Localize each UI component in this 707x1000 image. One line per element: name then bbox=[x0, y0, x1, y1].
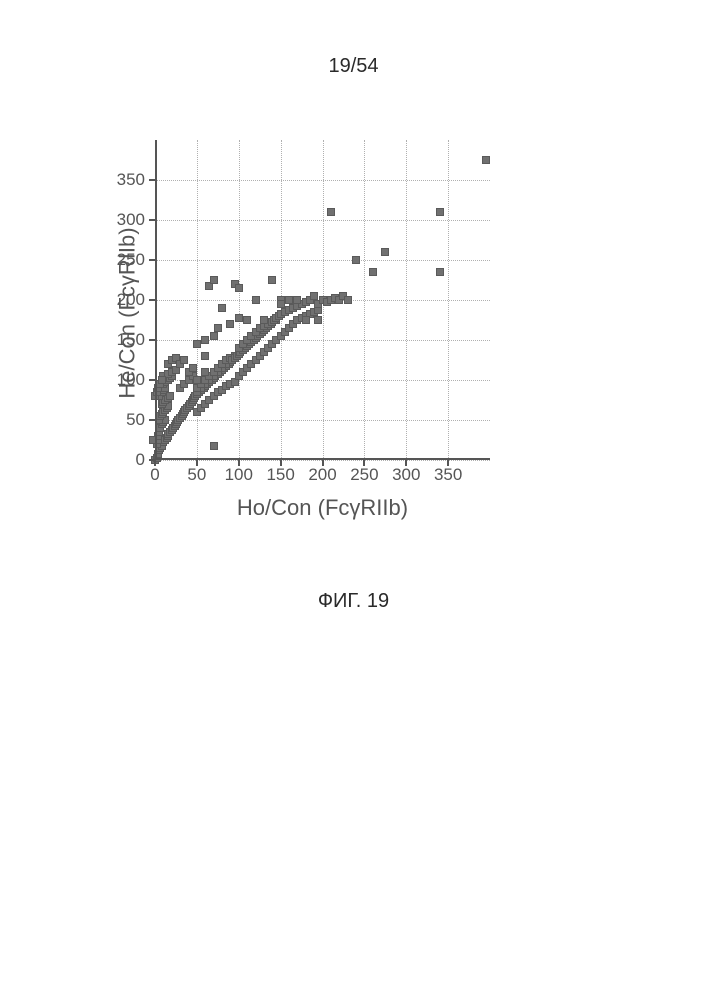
x-tick-label: 50 bbox=[187, 465, 206, 485]
scatter-point bbox=[226, 320, 234, 328]
plot-area bbox=[155, 140, 490, 460]
scatter-point bbox=[369, 268, 377, 276]
scatter-point bbox=[193, 376, 201, 384]
scatter-point bbox=[218, 304, 226, 312]
scatter-point bbox=[158, 376, 166, 384]
scatter-point bbox=[252, 296, 260, 304]
y-tick-label: 150 bbox=[105, 330, 145, 350]
y-tick-label: 100 bbox=[105, 370, 145, 390]
scatter-point bbox=[482, 156, 490, 164]
scatter-point bbox=[201, 368, 209, 376]
x-axis-label: Ho/Con (FcγRIIb) bbox=[155, 495, 490, 521]
y-tick-label: 350 bbox=[105, 170, 145, 190]
page-header: 19/54 bbox=[0, 55, 707, 78]
y-tick-label: 50 bbox=[105, 410, 145, 430]
scatter-point bbox=[277, 300, 285, 308]
scatter-point bbox=[344, 296, 352, 304]
scatter-point bbox=[293, 296, 301, 304]
y-axis-line bbox=[155, 140, 157, 460]
scatter-point bbox=[210, 332, 218, 340]
x-tick-label: 300 bbox=[392, 465, 420, 485]
x-tick-label: 200 bbox=[308, 465, 336, 485]
scatter-point bbox=[314, 316, 322, 324]
scatter-point bbox=[260, 316, 268, 324]
scatter-point bbox=[193, 340, 201, 348]
scatter-point bbox=[214, 324, 222, 332]
scatter-point bbox=[210, 442, 218, 450]
scatter-point bbox=[180, 356, 188, 364]
y-tick-label: 0 bbox=[105, 450, 145, 470]
scatter-point bbox=[285, 296, 293, 304]
scatter-chart: He/Con (FcγRIIb) 050100150200250300350 0… bbox=[60, 120, 500, 520]
scatter-point bbox=[436, 268, 444, 276]
scatter-point bbox=[268, 276, 276, 284]
scatter-point bbox=[201, 352, 209, 360]
y-tick-label: 250 bbox=[105, 250, 145, 270]
scatter-point bbox=[436, 208, 444, 216]
x-tick-label: 100 bbox=[225, 465, 253, 485]
y-tick-label: 200 bbox=[105, 290, 145, 310]
scatter-point bbox=[243, 316, 251, 324]
scatter-point bbox=[352, 256, 360, 264]
scatter-point bbox=[189, 364, 197, 372]
scatter-point bbox=[302, 316, 310, 324]
scatter-point bbox=[210, 276, 218, 284]
scatter-point bbox=[327, 208, 335, 216]
scatter-point bbox=[381, 248, 389, 256]
y-tick-label: 300 bbox=[105, 210, 145, 230]
figure-caption: ФИГ. 19 bbox=[0, 590, 707, 613]
x-tick-label: 350 bbox=[434, 465, 462, 485]
scatter-point bbox=[235, 284, 243, 292]
x-tick-label: 150 bbox=[266, 465, 294, 485]
scatter-point bbox=[201, 336, 209, 344]
x-tick-label: 250 bbox=[350, 465, 378, 485]
scatter-point bbox=[235, 314, 243, 322]
scatter-point bbox=[310, 292, 318, 300]
x-tick-label: 0 bbox=[150, 465, 159, 485]
